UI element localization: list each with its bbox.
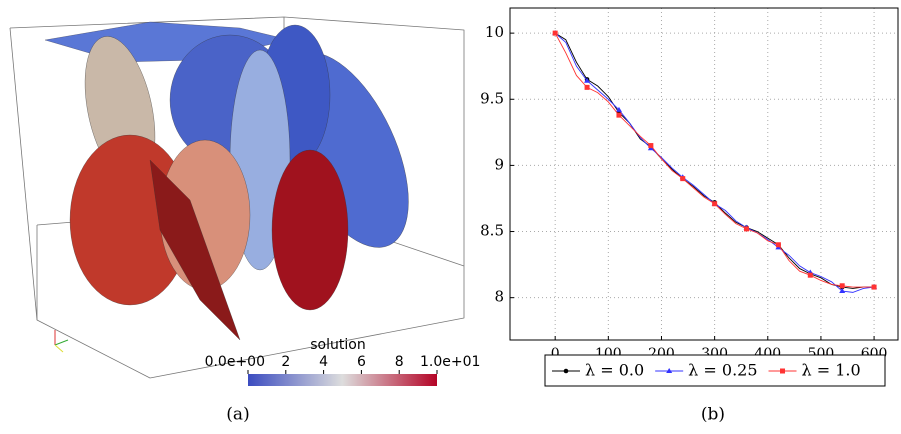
colorbar-tick-label: 6	[357, 354, 366, 370]
y-tick-label: 10	[485, 23, 504, 41]
legend-marker	[780, 368, 786, 374]
marker	[839, 288, 846, 294]
marker	[775, 242, 781, 248]
colorbar-title: solution	[310, 337, 365, 353]
y-tick-label: 9	[494, 155, 504, 173]
colorbar-tick-label: 2	[281, 354, 290, 370]
colorbar-tick-label: 1.0e+01	[420, 354, 480, 370]
marker	[839, 283, 845, 289]
colorbar-tick-label: 8	[395, 354, 404, 370]
legend-label: λ = 0.25	[688, 361, 757, 380]
legend	[544, 354, 886, 387]
y-tick-label: 9.5	[480, 89, 504, 107]
marker	[807, 272, 813, 278]
marker	[712, 201, 718, 207]
marker	[648, 143, 654, 149]
legend-label: λ = 1.0	[802, 361, 861, 380]
caption: (b)	[701, 405, 725, 425]
colorbar-tick-label: 4	[319, 354, 328, 370]
colorbar	[248, 374, 437, 386]
marker	[584, 77, 591, 83]
marker	[871, 284, 877, 290]
marker	[552, 30, 558, 36]
caption: (a)	[226, 405, 249, 425]
x-tick-label: 0	[551, 346, 560, 362]
legend-label: λ = 0.0	[585, 361, 644, 380]
y-tick-label: 8	[494, 288, 504, 306]
colorbar-tick-label: 0.0e+00	[205, 354, 265, 370]
marker	[615, 106, 622, 112]
legend-marker	[666, 368, 673, 373]
marker	[744, 226, 750, 232]
marker	[616, 112, 622, 118]
plot-frame	[509, 7, 899, 341]
render-3d	[9, 16, 465, 379]
y-tick-label: 8.5	[480, 222, 504, 240]
legend-marker	[563, 368, 569, 374]
marker	[584, 84, 590, 90]
marker	[680, 176, 686, 182]
